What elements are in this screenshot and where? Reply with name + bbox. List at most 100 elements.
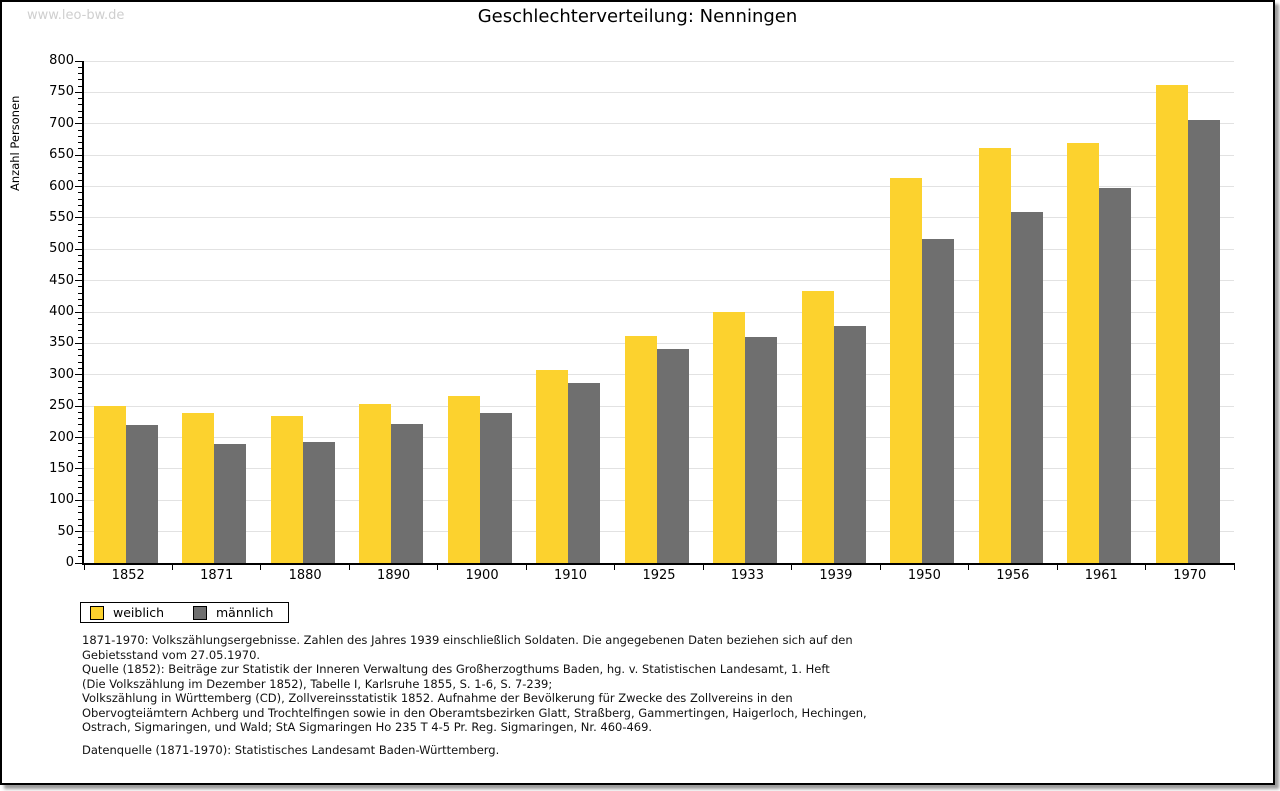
y-axis-minor-tick xyxy=(78,399,82,401)
y-axis-tick-label: 200 xyxy=(49,429,74,445)
x-axis-label-1925: 1925 xyxy=(642,568,676,583)
bar-maennlich-1890 xyxy=(391,424,424,563)
y-axis-tick-label: 150 xyxy=(49,460,74,476)
y-axis-major-tick xyxy=(75,405,82,407)
x-axis-tick xyxy=(171,563,173,570)
y-axis-minor-tick xyxy=(78,98,82,100)
y-axis-minor-tick xyxy=(78,455,82,457)
y-axis-minor-tick xyxy=(78,286,82,288)
y-axis-minor-tick xyxy=(78,393,82,395)
y-axis-minor-tick xyxy=(78,418,82,420)
y-axis-minor-tick xyxy=(78,349,82,351)
legend-label: weiblich xyxy=(113,605,165,620)
y-axis-minor-tick xyxy=(78,487,82,489)
x-axis-label-1880: 1880 xyxy=(288,568,322,583)
bar-maennlich-1933 xyxy=(745,337,778,563)
bar-weiblich-1939 xyxy=(801,291,834,563)
bar-weiblich-1900 xyxy=(447,396,480,563)
y-axis-minor-tick xyxy=(78,443,82,445)
bar-maennlich-1970 xyxy=(1187,120,1220,563)
x-axis-label-1939: 1939 xyxy=(819,568,853,583)
y-axis-minor-tick xyxy=(78,66,82,68)
bar-maennlich-1950 xyxy=(922,239,955,563)
footnote-line: (Die Volkszählung im Dezember 1852), Tab… xyxy=(82,676,553,691)
y-axis-major-tick xyxy=(75,437,82,438)
bar-maennlich-1900 xyxy=(479,413,512,563)
bar-maennlich-1925 xyxy=(656,349,689,563)
y-axis-minor-tick xyxy=(78,129,82,131)
y-axis-major-tick xyxy=(75,217,82,219)
y-axis-minor-tick xyxy=(78,305,82,307)
bar-maennlich-1852 xyxy=(126,424,158,563)
y-axis-major-tick xyxy=(75,531,82,533)
gridline-600 xyxy=(84,186,1234,187)
footnote-line: Volkszählung in Württemberg (CD), Zollve… xyxy=(82,691,793,706)
y-axis-minor-tick xyxy=(78,267,82,269)
bar-weiblich-1852 xyxy=(94,406,126,563)
y-axis-minor-tick xyxy=(78,179,82,181)
y-axis-tick-label: 250 xyxy=(49,398,74,414)
x-axis-label-1933: 1933 xyxy=(730,568,764,583)
footnotes: 1871-1970: Volkszählungsergebnisse. Zahl… xyxy=(82,633,867,757)
y-axis-minor-tick xyxy=(78,462,82,464)
y-axis-minor-tick xyxy=(78,543,82,545)
x-axis-label-1890: 1890 xyxy=(377,568,411,583)
y-axis-minor-tick xyxy=(78,135,82,137)
x-axis-tick xyxy=(260,563,262,570)
bar-maennlich-1880 xyxy=(302,441,335,563)
y-axis-minor-tick xyxy=(78,85,82,87)
y-axis-minor-tick xyxy=(78,298,82,300)
y-axis-minor-tick xyxy=(78,518,82,520)
bar-weiblich-1970 xyxy=(1155,84,1188,563)
y-axis-major-tick xyxy=(75,91,82,93)
y-axis-minor-tick xyxy=(78,474,82,476)
y-axis-minor-tick xyxy=(78,192,82,194)
y-axis-minor-tick xyxy=(78,493,82,495)
y-axis-tick-label: 400 xyxy=(49,304,74,319)
y-axis-minor-tick xyxy=(78,556,82,558)
y-axis-minor-tick xyxy=(78,292,82,294)
footnote-line: Obervogteiämtern Achberg und Trochtelfin… xyxy=(82,705,867,720)
y-axis-tick-label: 50 xyxy=(57,523,74,539)
y-axis-major-tick xyxy=(75,186,82,187)
bar-maennlich-1939 xyxy=(833,326,866,563)
x-axis-label-1956: 1956 xyxy=(996,568,1030,583)
y-axis-tick-label: 350 xyxy=(49,335,74,351)
y-axis-minor-tick xyxy=(78,411,82,413)
y-axis-tick-label: 700 xyxy=(49,115,74,131)
y-axis-minor-tick xyxy=(78,386,82,388)
y-axis-minor-tick xyxy=(78,160,82,162)
x-axis-label-1871: 1871 xyxy=(200,568,234,583)
y-axis-minor-tick xyxy=(78,79,82,81)
bar-maennlich-1956 xyxy=(1010,211,1043,563)
y-axis-minor-tick xyxy=(78,142,82,144)
bar-weiblich-1871 xyxy=(182,413,215,563)
footnote-line: Quelle (1852): Beiträge zur Statistik de… xyxy=(82,662,830,677)
y-axis-minor-tick xyxy=(78,449,82,451)
x-axis-tick xyxy=(1145,563,1147,570)
y-axis-minor-tick xyxy=(78,211,82,213)
footnote-line: 1871-1970: Volkszählungsergebnisse. Zahl… xyxy=(82,633,853,647)
y-axis-tick-label: 300 xyxy=(49,366,74,382)
x-axis-label-1910: 1910 xyxy=(553,568,588,583)
y-axis-tick-label: 600 xyxy=(49,178,74,194)
y-axis-minor-tick xyxy=(78,261,82,263)
y-axis-tick-label: 550 xyxy=(49,209,74,225)
y-axis-minor-tick xyxy=(78,424,82,426)
y-axis-minor-tick xyxy=(78,324,82,326)
y-axis-minor-tick xyxy=(78,430,82,432)
y-axis-minor-tick xyxy=(78,506,82,508)
y-axis-minor-tick xyxy=(78,524,82,526)
bar-weiblich-1880 xyxy=(270,415,303,563)
y-axis-major-tick xyxy=(75,280,82,282)
y-axis-minor-tick xyxy=(78,167,82,169)
x-axis-label-1970: 1970 xyxy=(1173,568,1207,583)
y-axis-tick-label: 800 xyxy=(49,53,74,68)
y-axis-minor-tick xyxy=(78,317,82,319)
y-axis-minor-tick xyxy=(78,512,82,514)
y-axis-minor-tick xyxy=(78,198,82,200)
legend-swatch-maennlich xyxy=(193,606,207,620)
x-axis-tick xyxy=(437,563,439,570)
x-axis-tick xyxy=(791,563,793,570)
y-axis-tick-label: 450 xyxy=(49,272,74,288)
